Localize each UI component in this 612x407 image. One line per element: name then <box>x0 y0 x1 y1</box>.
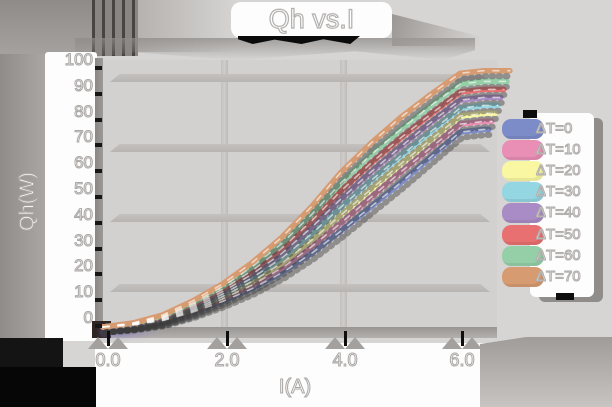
x-axis-title: I(A) <box>278 376 312 399</box>
y-tick-label: 40 <box>74 204 94 224</box>
horizontal-gridline-band <box>110 284 490 292</box>
y-tick-label: 60 <box>74 153 94 173</box>
y-axis-title: Qh(W) <box>16 172 39 232</box>
y-tick-label: 10 <box>74 282 94 302</box>
legend-swatch <box>502 245 544 266</box>
y-tick-label: 100 <box>64 50 93 70</box>
y-tick-mark <box>95 117 102 122</box>
x-tick-label: 0.0 <box>95 350 121 371</box>
legend-label: ΔT=0 <box>535 120 573 138</box>
y-tick-mark <box>95 272 102 277</box>
bottom-right-shadow <box>480 337 612 407</box>
legend-label: ΔT=10 <box>536 141 582 159</box>
x-tick-mark <box>107 331 110 346</box>
legend-swatch <box>502 182 544 203</box>
legend-shadow-notch <box>556 293 574 300</box>
legend-swatch <box>502 140 544 161</box>
legend-swatch <box>502 203 544 224</box>
x-tick-mark <box>461 331 464 346</box>
y-tick-label: 30 <box>74 230 94 250</box>
legend-label: ΔT=40 <box>536 204 582 222</box>
y-tick-mark <box>95 195 102 199</box>
y-axis-shadow-column <box>0 54 45 339</box>
y-tick-mark <box>95 298 102 303</box>
title-box <box>231 2 392 38</box>
legend-shadow-notch <box>523 110 537 118</box>
legend-swatch <box>502 161 544 182</box>
y-tick-label: 90 <box>74 75 94 95</box>
x-tick-label: 6.0 <box>449 350 475 371</box>
y-tick-mark <box>95 143 102 148</box>
legend-label: ΔT=50 <box>536 225 582 243</box>
legend-label: ΔT=70 <box>536 267 582 285</box>
chart-title: Qh vs.I <box>268 3 355 34</box>
x-axis-panel <box>95 343 491 407</box>
y-tick-mark <box>95 220 102 225</box>
corner-shadow <box>0 367 96 407</box>
y-tick-mark <box>95 66 102 70</box>
x-tick-mark <box>226 331 229 346</box>
legend-swatch <box>502 266 544 287</box>
corner-shadow <box>0 338 63 368</box>
y-tick-label: 80 <box>74 101 94 121</box>
title-wedge-shadow <box>392 14 480 46</box>
y-tick-label: 0 <box>83 308 93 328</box>
x-tick-label: 4.0 <box>332 350 358 371</box>
y-tick-mark <box>95 169 102 174</box>
y-tick-label: 70 <box>74 127 94 147</box>
y-tick-mark <box>95 246 102 251</box>
y-tick-mark <box>95 91 102 96</box>
y-tick-label: 50 <box>74 179 94 199</box>
horizontal-gridline-band <box>110 74 490 82</box>
legend-swatch <box>502 224 544 245</box>
y-axis-line <box>95 58 103 328</box>
y-axis-panel <box>45 52 97 341</box>
y-tick-mark <box>95 324 102 328</box>
title-hard-shadow <box>238 36 360 44</box>
horizontal-gridline-band <box>110 144 490 152</box>
legend-label: ΔT=20 <box>536 162 582 180</box>
legend-label: ΔT=30 <box>536 183 582 201</box>
legend-swatch <box>502 119 544 139</box>
x-tick-mark <box>344 331 347 346</box>
legend-label: ΔT=60 <box>536 246 582 264</box>
y-tick-label: 20 <box>74 256 94 276</box>
x-axis-line <box>103 327 497 338</box>
horizontal-gridline-band <box>110 214 490 222</box>
x-tick-label: 2.0 <box>214 350 240 371</box>
